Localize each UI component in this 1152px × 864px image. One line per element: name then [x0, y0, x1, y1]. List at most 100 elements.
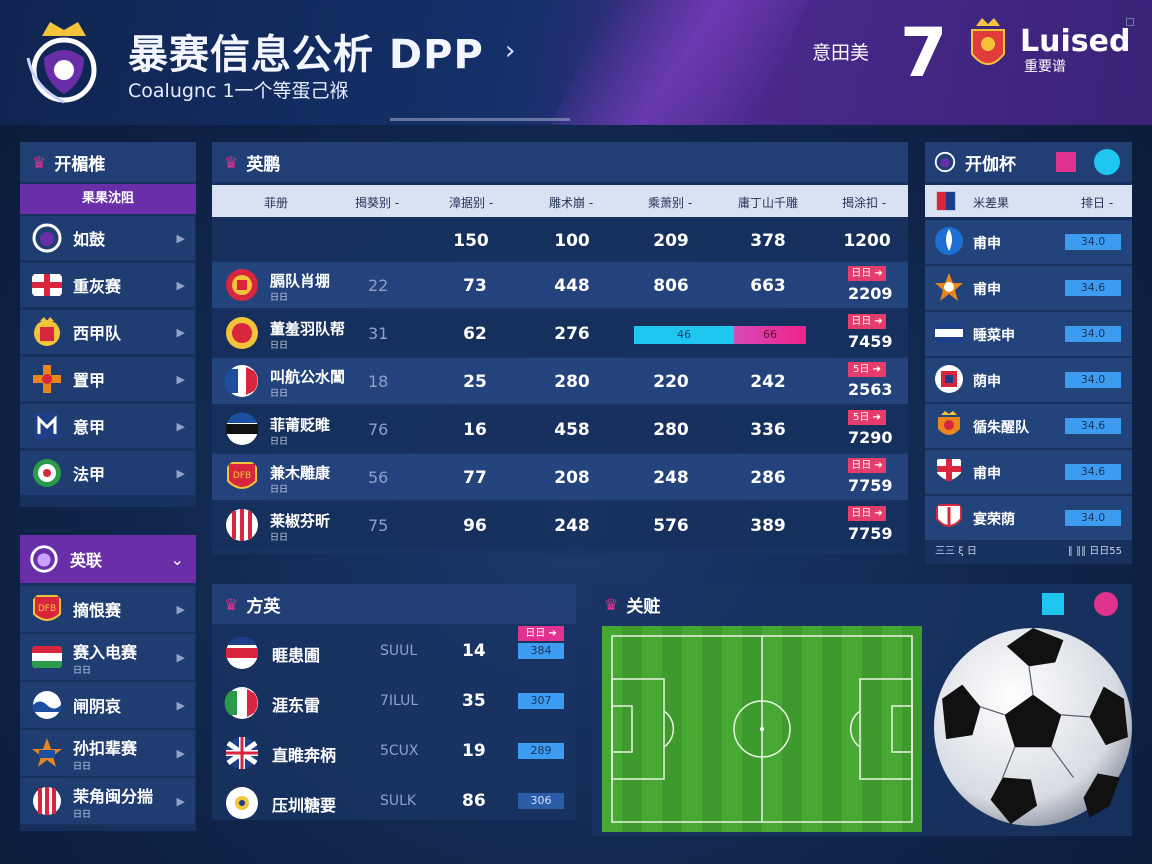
- sidebar-cup-item-5[interactable]: 茉角闽分揣 日日 ▶: [20, 778, 195, 824]
- header-divider: [390, 118, 570, 121]
- stat-cell: 280: [554, 372, 590, 392]
- football-pitch[interactable]: [602, 626, 922, 832]
- match-panel: ♛ 关赃: [592, 584, 1132, 836]
- sidebar-item-2[interactable]: 重灰赛 ▶: [20, 263, 195, 307]
- summary-cell: 1200: [843, 231, 891, 251]
- stat-cell: 576: [653, 516, 689, 536]
- stat-cell: 77: [463, 468, 487, 488]
- chevron-right-icon: ▶: [176, 325, 185, 339]
- team-sub: 日日: [270, 341, 289, 351]
- header-decoration: [550, 0, 810, 125]
- column-header[interactable]: 米差果: [973, 196, 1010, 210]
- sidebar-cups-header[interactable]: 英联 ⌄: [20, 535, 196, 583]
- team-name: 董羞羽队帮: [270, 320, 346, 338]
- scorer-row[interactable]: 睚患圃 SUUL 14 384: [212, 628, 574, 676]
- pink-view-icon[interactable]: [1094, 592, 1118, 616]
- sidebar-cup-item-3[interactable]: 闸阴哀 ▶: [20, 682, 195, 728]
- title-expand-icon[interactable]: ›: [505, 36, 516, 66]
- page-title: 暴赛信息公析 DPP: [128, 32, 484, 78]
- table-row[interactable]: 膈队肖堋 日日 22 73 448 806 663 日日 ➔ 2209: [212, 262, 908, 308]
- team-name: 荫申: [973, 374, 1001, 390]
- sun-crest-icon: [226, 787, 258, 819]
- sidebar-cup-item-4[interactable]: 孙扣辈赛 日日 ▶: [20, 730, 195, 776]
- scorer-row[interactable]: 直睢奔柄 5CUX 19 289: [212, 728, 574, 776]
- trend-badge: 日日 ➔: [848, 314, 886, 329]
- team-name: 莱椒芬昕: [270, 512, 331, 530]
- rankings-header: 开伽杯: [925, 142, 1132, 182]
- column-header[interactable]: 漳据别 -: [449, 196, 494, 210]
- stat-cell: 663: [750, 276, 786, 296]
- trend-badge: 日日 ➔: [848, 506, 886, 521]
- ranking-row[interactable]: 宴荣荫 34.0: [925, 496, 1132, 540]
- trend-badge: 日日 ➔: [848, 458, 886, 473]
- sidebar-item-4[interactable]: 置甲 ▶: [20, 357, 195, 401]
- team-name: 甫申: [973, 236, 1001, 252]
- column-header[interactable]: 庸丁山千雕: [738, 196, 799, 210]
- column-header[interactable]: 排日 -: [1081, 196, 1114, 210]
- stat-cell: 276: [554, 324, 590, 344]
- player-code: SUUL: [380, 643, 418, 659]
- table-row[interactable]: 菲莆贬睢 日日 76 16 458 280 336 5日 ➔ 7290: [212, 406, 908, 452]
- table-row[interactable]: DFB 兼木雕康 日日 56 77 208 248 286 日日 ➔ 7759: [212, 454, 908, 500]
- window-close-icon[interactable]: [1126, 18, 1134, 26]
- stat-cell: 25: [463, 372, 487, 392]
- team-sub: 日日: [270, 485, 289, 495]
- team-rank: 22: [368, 276, 389, 295]
- flag-icon: [936, 191, 956, 211]
- chevron-down-icon[interactable]: ⌄: [170, 549, 184, 569]
- table-summary-row: 150 100 209 378 1200: [212, 217, 908, 260]
- sidebar-item-6[interactable]: 法甲 ▶: [20, 451, 195, 495]
- sidebar-cup-item-2[interactable]: 赛入电赛 日日 ▶: [20, 634, 195, 680]
- rating-pill: 34.0: [1065, 326, 1121, 342]
- cross-crest-icon: [33, 365, 61, 393]
- sidebar-item-5[interactable]: 意甲 ▶: [20, 404, 195, 448]
- brand-subtitle: 重要谱: [1024, 59, 1066, 75]
- pink-filter-icon[interactable]: [1056, 152, 1076, 172]
- flag-france-icon: [224, 365, 258, 397]
- sidebar-cups-title: 英联: [70, 551, 103, 570]
- column-header[interactable]: 揭葵别 -: [355, 196, 400, 210]
- ranking-row[interactable]: 甫申 34.6: [925, 266, 1132, 310]
- scorer-row[interactable]: 压圳糖要 SULK 86 306: [212, 778, 574, 826]
- player-code: 7ILUL: [380, 693, 419, 709]
- sidebar-cup-item-1[interactable]: DFB 摘恨赛 ▶: [20, 586, 195, 632]
- column-header[interactable]: 菲册: [264, 196, 289, 210]
- wave-crest-icon: [33, 691, 61, 719]
- team-rank: 75: [368, 516, 389, 535]
- player-goals: 86: [462, 791, 486, 811]
- column-header[interactable]: 乘萧别 -: [648, 196, 693, 210]
- sidebar-item-label: 如鼓: [73, 230, 106, 249]
- stat-cell: 242: [750, 372, 786, 392]
- chevron-right-icon: ▶: [176, 698, 185, 712]
- rating-pill: 307: [518, 693, 564, 709]
- sidebar-item-1[interactable]: 如鼓 ▶: [20, 216, 195, 260]
- scorer-row[interactable]: 涯东雷 7ILUL 35 307: [212, 678, 574, 726]
- team-crest-icon: [226, 317, 258, 349]
- ranking-row[interactable]: 甫申 34.6: [925, 450, 1132, 494]
- column-header[interactable]: 雕术崩 -: [549, 196, 594, 210]
- stat-cell: 458: [554, 420, 590, 440]
- column-header[interactable]: 揭涂扣 -: [842, 196, 887, 210]
- ranking-row[interactable]: 甫申 34.0: [925, 220, 1132, 264]
- team-sub: 日日: [270, 533, 289, 543]
- sidebar-leagues: ♛ 开楣椎 果果沈阻 如鼓 ▶ 重灰赛 ▶ 西甲队 ▶ 置甲 ▶ 意甲 ▶ 法甲…: [20, 142, 196, 507]
- stat-cell: 208: [554, 468, 590, 488]
- ranking-row[interactable]: 睡菜申 34.0: [925, 312, 1132, 356]
- table-row[interactable]: 董羞羽队帮 日日 31 62 276 46 66 日日 ➔ 7459: [212, 310, 908, 356]
- rating-pill: 34.6: [1065, 418, 1121, 434]
- sidebar-item-3[interactable]: 西甲队 ▶: [20, 310, 195, 354]
- table-row[interactable]: 叫航公水閶 日日 18 25 280 220 242 5日 ➔ 2563: [212, 358, 908, 404]
- ranking-row[interactable]: 循朱醒队 34.6: [925, 404, 1132, 448]
- starburst-crest-icon: [32, 738, 62, 767]
- cyan-filter-icon[interactable]: [1094, 149, 1120, 175]
- ranking-row[interactable]: 荫申 34.0: [925, 358, 1132, 402]
- cyan-view-icon[interactable]: [1042, 593, 1064, 615]
- sidebar-subheader[interactable]: 果果沈阻: [20, 184, 196, 214]
- comparison-bar-home: 46: [634, 326, 734, 344]
- stat-cell: 2209: [848, 284, 893, 303]
- flag-england-icon: [32, 274, 62, 296]
- sidebar-item-label: 西甲队: [73, 324, 122, 343]
- table-row[interactable]: 莱椒芬昕 日日 75 96 248 576 389 日日 ➔ 7759: [212, 502, 908, 548]
- trend-badge: 日日 ➔: [848, 266, 886, 281]
- sidebar-item-label: 重灰赛: [73, 277, 122, 296]
